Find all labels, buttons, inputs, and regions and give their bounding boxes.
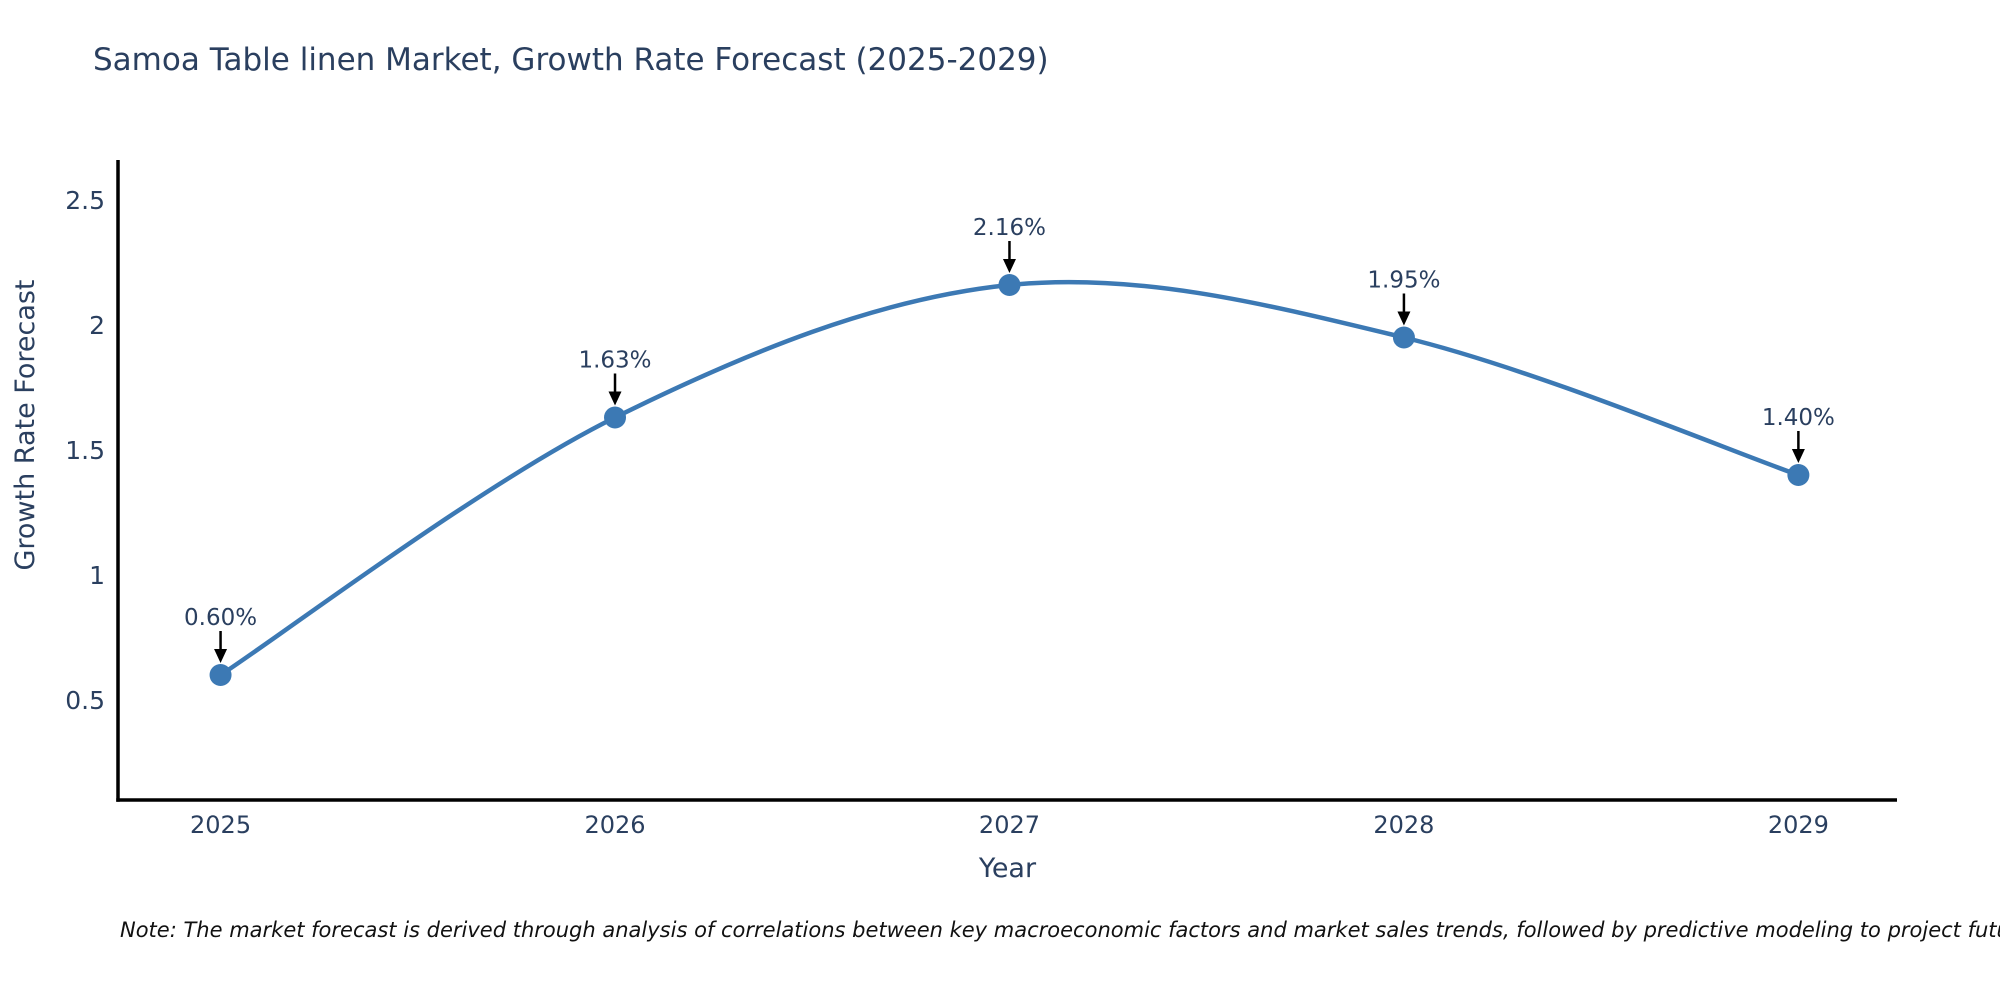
annotation-label-2028: 1.95% (1367, 268, 1440, 294)
annotation-arrowhead-icon (1397, 311, 1411, 326)
x-tick-label-2025: 2025 (190, 811, 251, 839)
x-tick-label-2028: 2028 (1373, 811, 1434, 839)
growth-rate-series-line (218, 279, 1801, 678)
annotation-arrowhead-icon (214, 649, 228, 663)
data-point-2026[interactable] (604, 406, 627, 429)
x-tick-label-2027: 2027 (979, 811, 1040, 839)
y-tick-label-1.5: 1.5 (65, 436, 105, 465)
annotation-label-2025: 0.60% (184, 605, 257, 631)
x-axis-title: Year (978, 853, 1037, 884)
footnote: Note: The market forecast is derived thr… (120, 918, 2000, 942)
data-point-2029[interactable] (1787, 464, 1810, 486)
y-axis-title: Growth Rate Forecast (10, 279, 41, 570)
y-tick-label-2: 2 (89, 311, 105, 340)
y-tick-label-0.5: 0.5 (65, 686, 105, 715)
y-tick-label-2.5: 2.5 (65, 186, 105, 215)
annotation-arrowhead-icon (1002, 259, 1016, 273)
annotation-label-2027: 2.16% (973, 215, 1046, 241)
chart-title: Samoa Table linen Market, Growth Rate Fo… (93, 42, 1049, 78)
annotation-label-2026: 1.63% (578, 348, 651, 374)
x-tick-label-2029: 2029 (1768, 811, 1829, 839)
x-tick-label-2026: 2026 (584, 811, 645, 839)
annotation-arrowhead-icon (608, 391, 622, 406)
data-point-2028[interactable] (1392, 326, 1415, 349)
data-point-2025[interactable] (209, 664, 232, 686)
data-point-2027[interactable] (998, 274, 1021, 296)
annotation-arrowhead-icon (1791, 449, 1805, 463)
y-tick-label-1: 1 (89, 561, 105, 590)
annotation-label-2029: 1.40% (1762, 405, 1835, 431)
